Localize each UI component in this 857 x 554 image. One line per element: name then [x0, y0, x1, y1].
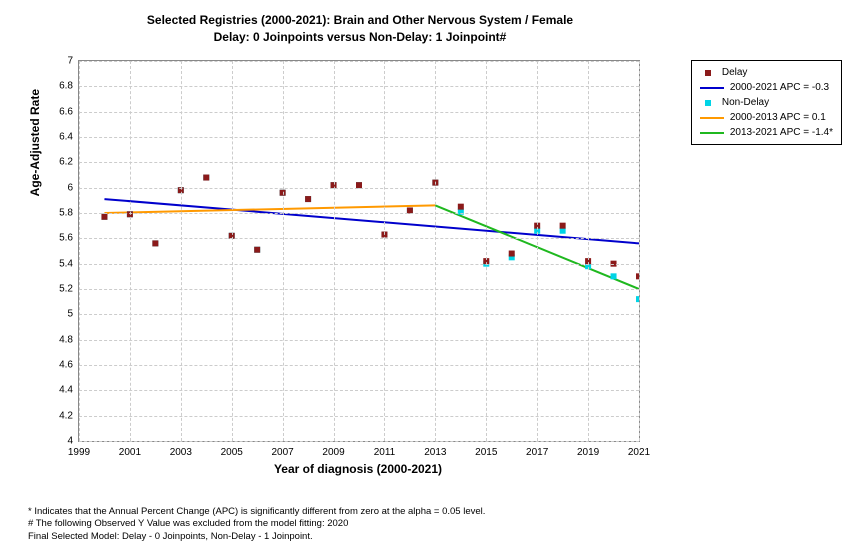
- gridline-h: [79, 238, 639, 239]
- x-tick-label: 2021: [628, 441, 650, 458]
- x-tick-label: 2011: [374, 441, 396, 458]
- y-tick-label: 4.6: [59, 360, 79, 371]
- footnotes: * Indicates that the Annual Percent Chan…: [28, 506, 485, 544]
- legend-label: 2013-2021 APC = -1.4*: [730, 127, 833, 138]
- gridline-v: [283, 61, 284, 441]
- gridline-h: [79, 264, 639, 265]
- legend-label: Non-Delay: [722, 97, 769, 108]
- gridline-v: [384, 61, 385, 441]
- title-line2: Delay: 0 Joinpoints versus Non-Delay: 1 …: [0, 29, 720, 46]
- y-tick-label: 5.2: [59, 284, 79, 295]
- y-axis-label: Age-Adjusted Rate: [28, 89, 42, 196]
- gridline-h: [79, 340, 639, 341]
- legend-row: Non-Delay: [700, 95, 833, 110]
- legend-row: 2013-2021 APC = -1.4*: [700, 125, 833, 140]
- y-tick-label: 6: [67, 182, 79, 193]
- data-marker: [611, 273, 617, 279]
- gridline-v: [639, 61, 640, 441]
- y-tick-label: 4.8: [59, 334, 79, 345]
- data-marker: [203, 175, 209, 181]
- data-marker: [101, 214, 107, 220]
- gridline-v: [334, 61, 335, 441]
- gridline-h: [79, 162, 639, 163]
- trend-line: [104, 205, 435, 213]
- gridline-h: [79, 188, 639, 189]
- y-tick-label: 5: [67, 309, 79, 320]
- trend-line: [104, 199, 639, 243]
- gridline-h: [79, 390, 639, 391]
- legend: Delay 2000-2021 APC = -0.3 Non-Delay 2000-2…: [691, 60, 842, 145]
- gridline-v: [435, 61, 436, 441]
- gridline-h: [79, 441, 639, 442]
- y-tick-label: 6.4: [59, 132, 79, 143]
- x-tick-label: 2015: [475, 441, 497, 458]
- title-line1: Selected Registries (2000-2021): Brain a…: [0, 12, 720, 29]
- gridline-h: [79, 365, 639, 366]
- gridline-v: [588, 61, 589, 441]
- footnote-2: # The following Observed Y Value was exc…: [28, 518, 485, 531]
- x-tick-label: 2013: [424, 441, 446, 458]
- gridline-v: [232, 61, 233, 441]
- data-marker: [305, 196, 311, 202]
- gridline-h: [79, 416, 639, 417]
- data-marker: [152, 240, 158, 246]
- legend-row: Delay: [700, 65, 833, 80]
- y-tick-label: 5.6: [59, 233, 79, 244]
- x-tick-label: 2001: [119, 441, 141, 458]
- data-marker: [509, 251, 515, 257]
- gridline-v: [181, 61, 182, 441]
- y-tick-label: 5.8: [59, 208, 79, 219]
- x-tick-label: 2019: [577, 441, 599, 458]
- y-tick-label: 4: [67, 436, 79, 447]
- x-tick-label: 2007: [272, 441, 294, 458]
- data-marker: [509, 254, 515, 260]
- gridline-h: [79, 137, 639, 138]
- y-tick-label: 5.4: [59, 258, 79, 269]
- data-marker: [152, 240, 158, 246]
- legend-label: 2000-2013 APC = 0.1: [730, 112, 826, 123]
- x-axis-label: Year of diagnosis (2000-2021): [78, 462, 638, 476]
- gridline-v: [79, 61, 80, 441]
- y-tick-label: 6.6: [59, 106, 79, 117]
- gridline-h: [79, 86, 639, 87]
- data-marker: [458, 204, 464, 210]
- gridline-h: [79, 213, 639, 214]
- data-marker: [203, 175, 209, 181]
- gridline-h: [79, 61, 639, 62]
- legend-row: 2000-2013 APC = 0.1: [700, 110, 833, 125]
- gridline-h: [79, 314, 639, 315]
- legend-label: Delay: [722, 67, 748, 78]
- x-tick-label: 2003: [170, 441, 192, 458]
- y-tick-label: 4.2: [59, 410, 79, 421]
- x-tick-label: 2017: [526, 441, 548, 458]
- chart-svg: [79, 61, 639, 441]
- gridline-v: [537, 61, 538, 441]
- data-marker: [101, 214, 107, 220]
- plot-area: 1999200120032005200720092011201320152017…: [78, 60, 640, 442]
- data-marker: [560, 228, 566, 234]
- gridline-h: [79, 289, 639, 290]
- footnote-3: Final Selected Model: Delay - 0 Joinpoin…: [28, 531, 485, 544]
- x-tick-label: 2009: [322, 441, 344, 458]
- y-tick-label: 7: [67, 56, 79, 67]
- y-tick-label: 6.2: [59, 157, 79, 168]
- chart-container: Selected Registries (2000-2021): Brain a…: [0, 0, 857, 554]
- data-marker: [254, 247, 260, 253]
- x-tick-label: 2005: [221, 441, 243, 458]
- gridline-v: [486, 61, 487, 441]
- y-tick-label: 4.4: [59, 385, 79, 396]
- data-marker: [305, 196, 311, 202]
- data-marker: [254, 247, 260, 253]
- legend-row: 2000-2021 APC = -0.3: [700, 80, 833, 95]
- gridline-h: [79, 112, 639, 113]
- gridline-v: [130, 61, 131, 441]
- footnote-1: * Indicates that the Annual Percent Chan…: [28, 506, 485, 519]
- data-marker: [560, 223, 566, 229]
- y-tick-label: 6.8: [59, 81, 79, 92]
- chart-title: Selected Registries (2000-2021): Brain a…: [0, 12, 720, 46]
- legend-label: 2000-2021 APC = -0.3: [730, 82, 829, 93]
